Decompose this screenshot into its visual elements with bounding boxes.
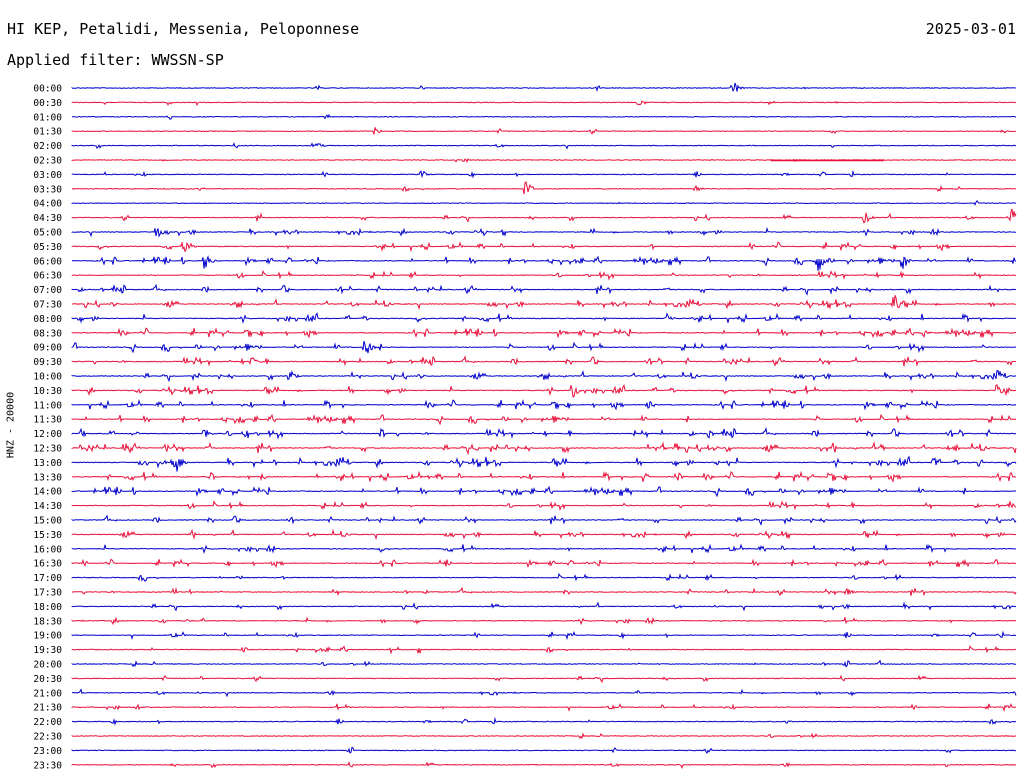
row-time-label: 14:30 [33, 501, 62, 512]
row-time-label: 17:30 [33, 588, 62, 599]
trace-row-1330 [71, 470, 1017, 483]
trace-row-2130 [71, 703, 1017, 713]
trace-row-0600 [71, 255, 1017, 271]
trace-row-0000 [71, 82, 1017, 93]
trace-row-0130 [71, 127, 1017, 135]
row-time-label: 12:00 [33, 429, 62, 440]
trace-row-1930 [71, 645, 1017, 655]
row-time-label: 05:00 [33, 228, 62, 239]
row-time-label: 04:30 [33, 213, 62, 224]
row-time-label: 03:30 [33, 184, 62, 195]
trace-row-2000 [71, 659, 1017, 668]
row-time-label: 07:00 [33, 285, 62, 296]
trace-row-0800 [71, 312, 1017, 324]
trace-row-1600 [71, 543, 1017, 554]
trace-row-1900 [71, 630, 1017, 641]
row-time-label: 10:30 [33, 386, 62, 397]
row-time-label: 13:00 [33, 458, 62, 469]
row-time-label: 11:00 [33, 400, 62, 411]
row-time-label: 08:00 [33, 314, 62, 325]
trace-row-0100 [71, 113, 1017, 120]
trace-row-0500 [71, 226, 1017, 238]
trace-row-2300 [71, 746, 1016, 755]
trace-row-1530 [71, 528, 1016, 541]
row-time-label: 06:30 [33, 271, 62, 282]
trace-row-1100 [71, 399, 1017, 411]
trace-row-1430 [71, 500, 1017, 512]
trace-row-1730 [71, 586, 1017, 597]
row-time-label: 13:30 [33, 472, 62, 483]
row-time-label: 21:00 [33, 688, 62, 699]
row-time-label: 04:00 [33, 199, 62, 210]
row-time-label: 15:30 [33, 530, 62, 541]
trace-row-0300 [71, 169, 1017, 179]
row-time-label: 20:30 [33, 674, 62, 685]
row-time-label: 16:30 [33, 559, 62, 570]
row-time-label: 14:00 [33, 487, 62, 498]
date-label: 2025-03-01 [925, 20, 1016, 38]
trace-row-0900 [71, 340, 1017, 354]
row-time-label: 21:30 [33, 703, 62, 714]
row-time-label: 02:30 [33, 156, 62, 167]
trace-row-1000 [71, 369, 1017, 383]
row-time-label: 19:30 [33, 645, 62, 656]
row-time-label: 00:30 [33, 98, 62, 109]
trace-row-2100 [71, 688, 1017, 698]
trace-row-1130 [71, 413, 1017, 426]
row-time-label: 10:00 [33, 372, 62, 383]
row-time-label: 05:30 [33, 242, 62, 253]
trace-row-1830 [71, 616, 1016, 626]
row-time-label: 22:30 [33, 732, 62, 743]
trace-row-0430 [71, 208, 1017, 224]
row-time-label: 17:00 [33, 573, 62, 584]
row-time-label: 00:00 [33, 84, 62, 95]
row-time-label: 02:00 [33, 141, 62, 152]
trace-row-0030 [71, 100, 1017, 107]
trace-row-0630 [71, 270, 1017, 281]
row-time-label: 01:30 [33, 127, 62, 138]
trace-row-0400 [71, 200, 1017, 206]
trace-row-2230 [71, 732, 1017, 740]
station-title: HI KEP, Petalidi, Messenia, Peloponnese [7, 20, 360, 38]
row-time-label: 06:00 [33, 256, 62, 267]
trace-row-1200 [71, 426, 1017, 440]
row-time-label: 07:30 [33, 300, 62, 311]
row-time-label: 19:00 [33, 631, 62, 642]
trace-row-1800 [71, 601, 1016, 612]
row-time-label: 12:30 [33, 444, 62, 455]
row-time-label: 08:30 [33, 328, 62, 339]
trace-row-2200 [71, 716, 1017, 726]
row-time-label: 23:00 [33, 746, 62, 757]
trace-row-0730 [72, 295, 1017, 311]
trace-row-0830 [71, 327, 1016, 339]
row-time-label: 23:30 [33, 760, 62, 771]
row-time-label: 18:00 [33, 602, 62, 613]
trace-row-0930 [71, 355, 1016, 367]
trace-row-2330 [71, 761, 1017, 770]
trace-row-0200 [71, 142, 1017, 150]
trace-row-1030 [71, 384, 1017, 398]
row-time-label: 09:30 [33, 357, 62, 368]
row-time-label: 03:00 [33, 170, 62, 181]
row-time-label: 20:00 [33, 660, 62, 671]
trace-row-0530 [71, 241, 1017, 253]
row-time-label: 22:00 [33, 717, 62, 728]
trace-row-1630 [71, 558, 1016, 569]
row-time-label: 16:00 [33, 544, 62, 555]
trace-row-1300 [71, 455, 1017, 472]
row-time-label: 18:30 [33, 616, 62, 627]
filter-label: Applied filter: WWSSN-SP [7, 51, 224, 69]
row-time-label: 09:00 [33, 343, 62, 354]
trace-row-1400 [71, 485, 1017, 498]
trace-row-0700 [71, 283, 1017, 296]
row-time-label: 01:00 [33, 112, 62, 123]
row-time-label: 15:00 [33, 516, 62, 527]
trace-row-1500 [71, 514, 1017, 526]
row-time-label: 11:30 [33, 415, 62, 426]
trace-row-1230 [71, 441, 1017, 456]
trace-row-1700 [71, 573, 1016, 582]
trace-row-2030 [71, 674, 1017, 684]
trace-row-0330 [71, 181, 1017, 195]
